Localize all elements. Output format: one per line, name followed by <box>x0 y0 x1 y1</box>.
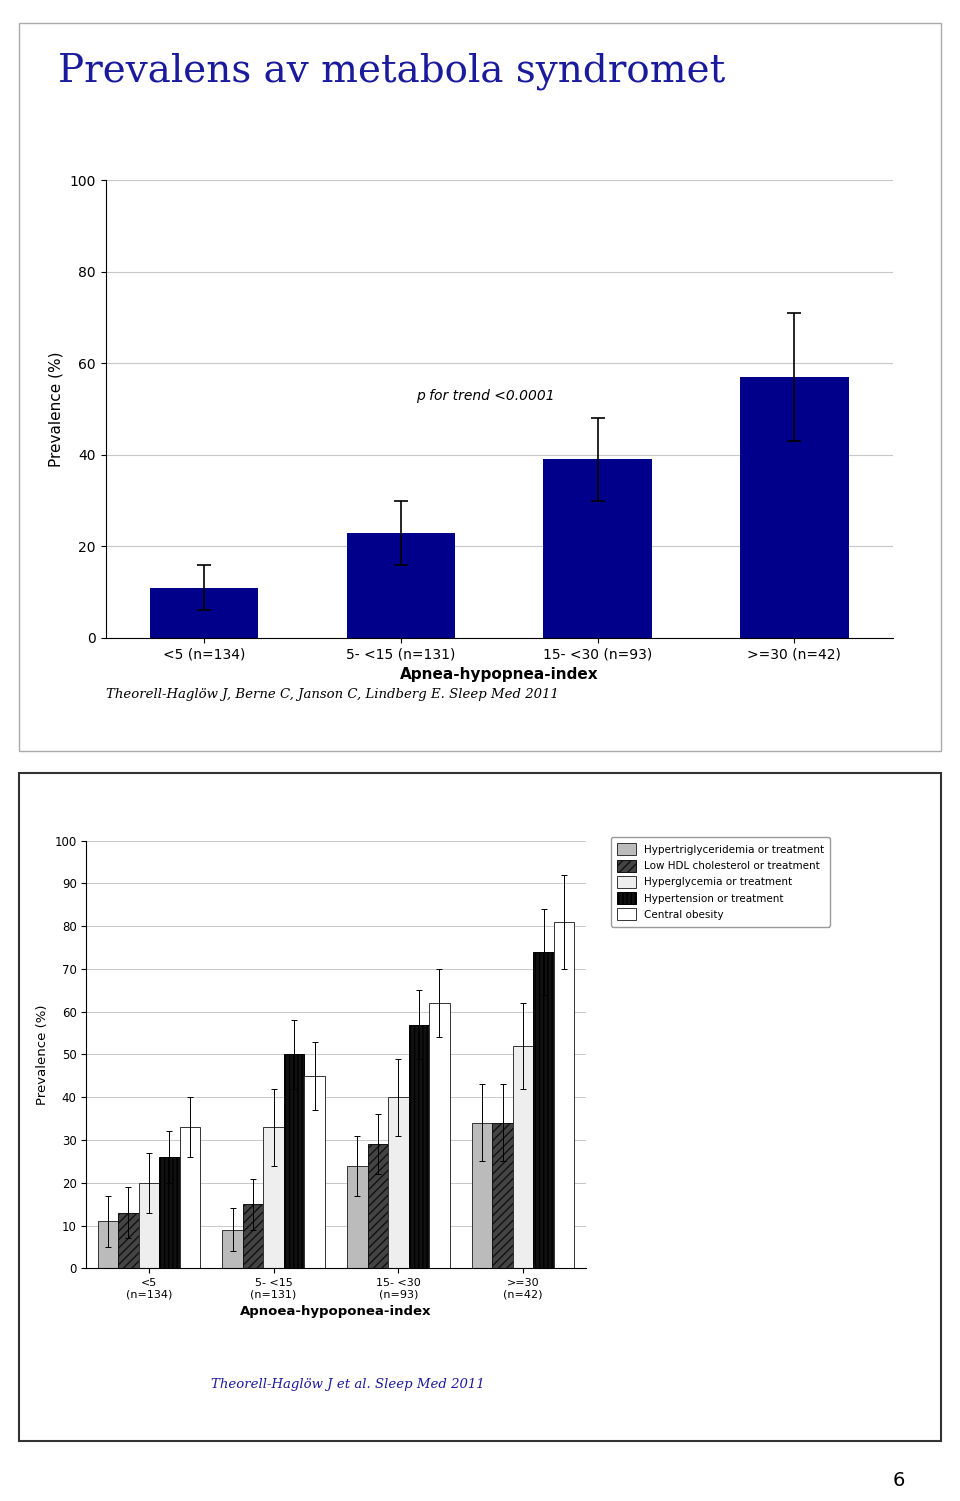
Bar <box>118 1213 138 1268</box>
Bar <box>304 1076 324 1268</box>
Bar <box>740 377 849 638</box>
Y-axis label: Prevalence (%): Prevalence (%) <box>36 1004 49 1105</box>
Text: Theorell-Haglöw J, Berne C, Janson C, Lindberg E. Sleep Med 2011: Theorell-Haglöw J, Berne C, Janson C, Li… <box>106 687 559 701</box>
Legend: Hypertriglyceridemia or treatment, Low HDL cholesterol or treatment, Hyperglycem: Hypertriglyceridemia or treatment, Low H… <box>611 838 830 926</box>
Bar <box>284 1054 304 1268</box>
Bar <box>554 922 574 1268</box>
Text: Prevalens av metabola syndromet: Prevalens av metabola syndromet <box>58 53 725 90</box>
Text: p for trend <0.0001: p for trend <0.0001 <box>417 389 555 402</box>
Bar <box>368 1144 388 1268</box>
Bar <box>534 952 554 1268</box>
Text: Theorell-Haglöw J et al. Sleep Med 2011: Theorell-Haglöw J et al. Sleep Med 2011 <box>211 1378 485 1391</box>
Bar <box>347 533 455 638</box>
Bar <box>138 1183 159 1268</box>
Bar <box>492 1123 513 1268</box>
Bar <box>98 1222 118 1268</box>
Bar <box>409 1025 429 1268</box>
Bar <box>543 459 652 638</box>
Bar <box>388 1097 409 1268</box>
X-axis label: Apnea-hypopnea-index: Apnea-hypopnea-index <box>400 668 598 681</box>
Text: 6: 6 <box>893 1471 905 1490</box>
Bar <box>513 1046 534 1268</box>
Bar <box>159 1157 180 1268</box>
Bar <box>348 1166 368 1268</box>
Bar <box>180 1127 200 1268</box>
Y-axis label: Prevalence (%): Prevalence (%) <box>49 351 64 467</box>
Bar <box>243 1204 263 1268</box>
Bar <box>223 1229 243 1268</box>
Bar <box>472 1123 492 1268</box>
Bar <box>150 587 258 638</box>
X-axis label: Apnoea-hypoponea-index: Apnoea-hypoponea-index <box>240 1306 432 1318</box>
Bar <box>429 1003 449 1268</box>
Bar <box>263 1127 284 1268</box>
